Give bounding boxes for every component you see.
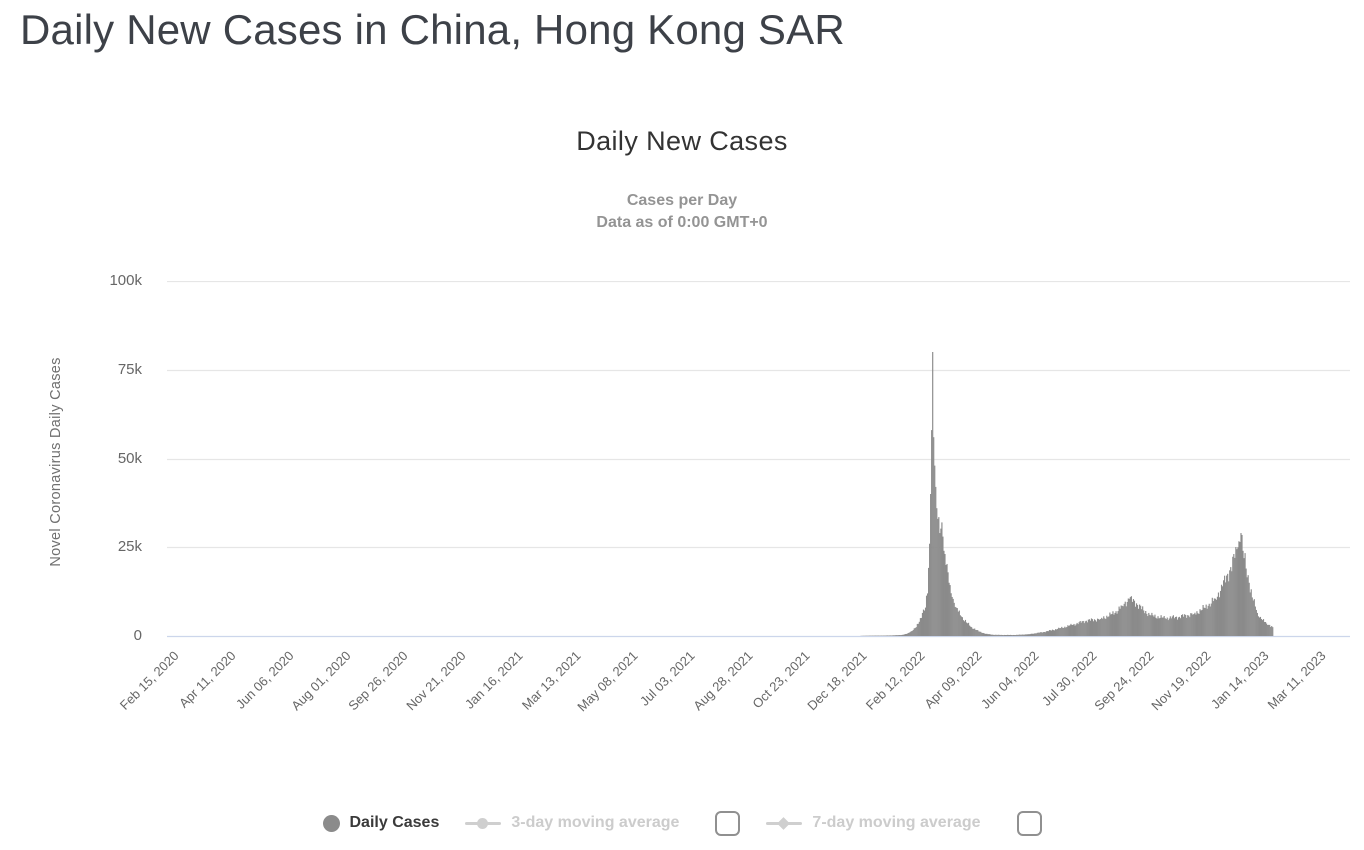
x-axis-label: Jan 16, 2021 xyxy=(461,648,526,712)
x-axis-label: May 08, 2021 xyxy=(574,648,641,715)
x-axis-label: Jun 04, 2022 xyxy=(978,648,1042,712)
x-axis-label: Apr 11, 2020 xyxy=(176,648,239,711)
daily-cases-marker-icon xyxy=(322,814,340,832)
chart-subtitle-line2: Data as of 0:00 GMT+0 xyxy=(596,214,768,231)
x-axis-label: Apr 09, 2022 xyxy=(921,648,985,712)
plot-area[interactable] xyxy=(167,281,1350,638)
x-axis-label: Aug 01, 2020 xyxy=(288,648,354,714)
x-axis-label: Sep 26, 2020 xyxy=(345,648,412,714)
x-axis-label: Oct 23, 2021 xyxy=(749,648,813,712)
y-axis-label: 50k xyxy=(117,449,142,467)
3day-average-checkbox[interactable] xyxy=(715,810,741,836)
3day-average-marker-icon xyxy=(465,817,502,830)
chart-subtitle-line1: Cases per Day xyxy=(626,192,738,209)
x-axis-label: Jul 30, 2022 xyxy=(1038,648,1100,709)
legend-label-daily-cases: Daily Cases xyxy=(349,814,440,831)
x-axis-label: Feb 15, 2020 xyxy=(116,648,182,713)
x-axis-label: Dec 18, 2021 xyxy=(804,648,870,714)
7day-average-marker-icon xyxy=(766,817,803,830)
y-axis-label: 75k xyxy=(117,360,142,378)
x-axis-label: Jun 06, 2020 xyxy=(232,648,297,712)
x-axis-label: Sep 24, 2022 xyxy=(1091,648,1157,714)
legend-item-daily-cases[interactable]: Daily Cases xyxy=(322,814,440,832)
7day-average-checkbox[interactable] xyxy=(1016,810,1042,836)
legend-item-7day-average[interactable]: 7-day moving average xyxy=(766,814,981,832)
chart-subtitle: Cases per Day Data as of 0:00 GMT+0 xyxy=(0,190,1364,234)
legend-label-3day-average: 3-day moving average xyxy=(511,814,680,831)
x-axis-label: Jan 14, 2023 xyxy=(1207,648,1272,712)
legend-item-3day-average[interactable]: 3-day moving average xyxy=(465,814,679,832)
x-axis-label: Mar 11, 2023 xyxy=(1264,648,1329,713)
x-axis-label: Feb 12, 2022 xyxy=(862,648,928,713)
page-title: Daily New Cases in China, Hong Kong SAR xyxy=(20,6,845,53)
y-axis-label: 25k xyxy=(117,538,142,556)
x-axis-label: Jul 03, 2021 xyxy=(637,648,698,709)
x-axis-label: Nov 19, 2022 xyxy=(1148,648,1215,714)
chart-legend: Daily Cases 3-day moving average 7-day m… xyxy=(0,800,1364,846)
x-axis-label: Nov 21, 2020 xyxy=(403,648,469,714)
chart-title: Daily New Cases xyxy=(576,126,788,156)
x-axis-label: Aug 28, 2021 xyxy=(689,648,756,714)
legend-label-7day-average: 7-day moving average xyxy=(812,814,981,831)
y-axis-label: 100k xyxy=(109,272,142,289)
y-axis-label: 0 xyxy=(133,627,142,644)
